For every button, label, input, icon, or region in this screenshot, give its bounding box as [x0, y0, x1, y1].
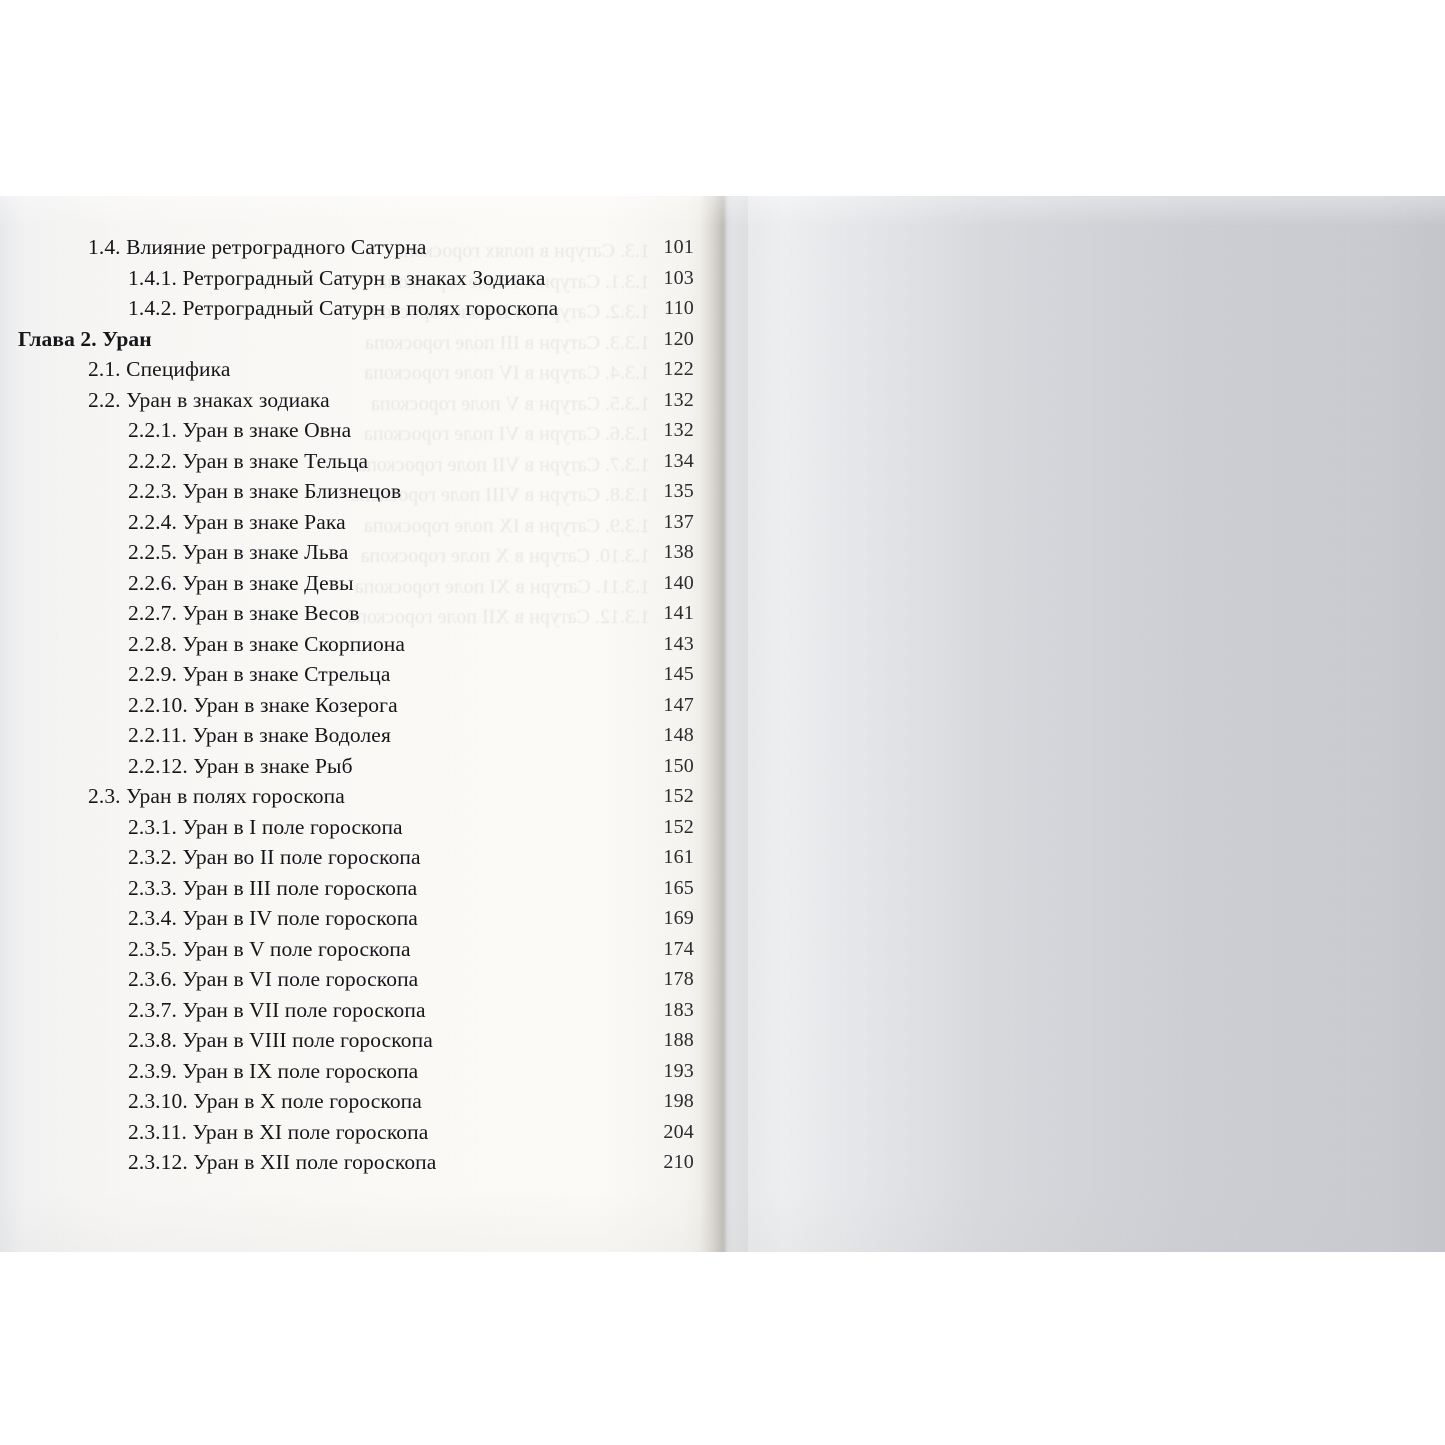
toc-entry-page-number: 169	[663, 907, 694, 929]
toc-entry-page-number: 141	[663, 602, 694, 624]
toc-entry-page-number: 165	[663, 876, 694, 899]
toc-entry-title: 2.3.5. Уран в V поле гороскопа	[128, 936, 411, 961]
toc-entry-title: 2.3.9. Уран в IX поле гороскопа	[128, 1058, 419, 1083]
toc-entry-title: 2.2.6. Уран в знаке Девы	[128, 570, 354, 595]
toc-entry-title: 1.4.1. Ретроградный Сатурн в знаках Зоди…	[128, 265, 546, 290]
toc-entry: 2.3.9. Уран в IX поле гороскопа 193	[0, 1056, 700, 1087]
toc-entry-page-number: 145	[663, 663, 694, 685]
toc-entry: 2.2. Уран в знаках зодиака 132	[0, 385, 700, 416]
toc-entry-title: 1.4.2. Ретроградный Сатурн в полях горос…	[128, 296, 559, 320]
toc-entry: 2.3.6. Уран в VI поле гороскопа 178	[0, 964, 700, 995]
toc-entry-page-number: 122	[663, 358, 694, 380]
toc-entry: 2.1. Специфика 122	[0, 354, 700, 385]
toc-entry-title: 2.2.3. Уран в знаке Близнецов	[128, 479, 402, 503]
toc-entry-title: 2.3.3. Уран в III поле гороскопа	[128, 875, 418, 900]
toc-entry-page-number: 132	[663, 388, 694, 411]
toc-entry: 1.4. Влияние ретроградного Сатурна 101	[0, 232, 700, 263]
toc-entry-title: 2.3.8. Уран в VIII поле гороскопа	[128, 1028, 433, 1052]
toc-entry-title: 2.3.6. Уран в VI поле гороскопа	[128, 967, 419, 991]
toc-entry-page-number: 150	[663, 754, 694, 777]
toc-entry: 2.2.8. Уран в знаке Скорпиона 143	[0, 629, 700, 660]
toc-entry: 2.3.8. Уран в VIII поле гороскопа 188	[0, 1025, 700, 1056]
toc-entry: 2.2.10. Уран в знаке Козерога 147	[0, 690, 700, 721]
toc-entry: 2.3.11. Уран в XI поле гороскопа 204	[0, 1117, 700, 1148]
toc-entry-page-number: 210	[663, 1151, 694, 1173]
toc-entry-page-number: 188	[663, 1029, 694, 1051]
toc-entry-page-number: 110	[664, 297, 694, 319]
toc-entry-title: 2.3.10. Уран в X поле гороскопа	[128, 1089, 422, 1113]
toc-entry: 2.3. Уран в полях гороскопа 152	[0, 781, 700, 812]
toc-entry-page-number: 204	[663, 1120, 694, 1143]
toc-list-left: 1.4. Влияние ретроградного Сатурна 101 1.4…	[0, 196, 700, 1252]
toc-entry-title: 2.2.4. Уран в знаке Рака	[128, 509, 346, 534]
toc-entry-page-number: 152	[663, 815, 694, 838]
toc-entry: 1.4.2. Ретроградный Сатурн в полях горос…	[0, 293, 700, 324]
toc-entry-title: Глава 2. Уран	[18, 326, 152, 351]
toc-entry-page-number: 174	[663, 937, 694, 960]
toc-entry: 2.2.3. Уран в знаке Близнецов 135	[0, 476, 700, 507]
toc-entry-title: 2.2.2. Уран в знаке Тельца	[128, 448, 369, 473]
toc-entry: 2.3.3. Уран в III поле гороскопа 165	[0, 873, 700, 904]
toc-entry: 2.3.12. Уран в XII поле гороскопа 210	[0, 1147, 700, 1178]
toc-entry: 2.2.12. Уран в знаке Рыб 150	[0, 751, 700, 782]
toc-chapter-entry: Глава 2. Уран 120	[0, 324, 700, 355]
toc-entry-title: 1.4. Влияние ретроградного Сатурна	[88, 235, 427, 259]
toc-entry: 2.2.1. Уран в знаке Овна 132	[0, 415, 700, 446]
toc-entry: 2.2.7. Уран в знаке Весов 141	[0, 598, 700, 629]
toc-entry-page-number: 198	[663, 1090, 694, 1112]
toc-entry-page-number: 103	[663, 266, 694, 289]
toc-entry-title: 2.3.12. Уран в XII поле гороскопа	[128, 1150, 437, 1174]
toc-entry-page-number: 143	[663, 632, 694, 655]
toc-entry: 2.2.2. Уран в знаке Тельца 134	[0, 446, 700, 477]
toc-entry-title: 2.2. Уран в знаках зодиака	[88, 387, 330, 412]
toc-entry-title: 2.3.1. Уран в I поле гороскопа	[128, 814, 403, 839]
toc-entry-page-number: 193	[663, 1059, 694, 1082]
toc-entry-title: 2.3.2. Уран во II поле гороскопа	[128, 845, 421, 869]
toc-entry: 2.2.6. Уран в знаке Девы 140	[0, 568, 700, 599]
toc-entry-title: 2.2.10. Уран в знаке Козерога	[128, 692, 398, 717]
toc-entry: 2.3.7. Уран в VII поле гороскопа 183	[0, 995, 700, 1026]
toc-entry-page-number: 137	[663, 510, 694, 533]
toc-entry-title: 2.2.11. Уран в знаке Водолея	[128, 723, 391, 747]
toc-entry-page-number: 135	[663, 480, 694, 502]
toc-entry: 1.4.1. Ретроградный Сатурн в знаках Зоди…	[0, 263, 700, 294]
toc-entry-title: 2.2.9. Уран в знаке Стрельца	[128, 662, 391, 686]
toc-entry-title: 2.3. Уран в полях гороскопа	[88, 784, 345, 808]
toc-entry: 2.3.5. Уран в V поле гороскопа 174	[0, 934, 700, 965]
toc-entry-page-number: 152	[663, 785, 694, 807]
toc-entry-page-number: 178	[663, 968, 694, 990]
toc-entry-title: 2.2.7. Уран в знаке Весов	[128, 601, 360, 625]
toc-entry-title: 2.2.5. Уран в знаке Льва	[128, 540, 349, 564]
toc-entry-page-number: 134	[663, 449, 694, 472]
right-page: ПредисловиеГлава 1. Сатурн1.1. Специфика…	[724, 196, 1445, 1252]
toc-entry: 2.3.4. Уран в IV поле гороскопа 169	[0, 903, 700, 934]
toc-entry-title: 2.3.7. Уран в VII поле гороскопа	[128, 997, 426, 1022]
toc-entry-page-number: 148	[663, 724, 694, 746]
toc-entry: 2.2.9. Уран в знаке Стрельца 145	[0, 659, 700, 690]
toc-entry-page-number: 183	[663, 998, 694, 1021]
toc-entry-page-number: 140	[663, 571, 694, 594]
toc-entry-title: 2.2.12. Уран в знаке Рыб	[128, 753, 353, 778]
toc-entry-title: 2.1. Специфика	[88, 357, 231, 381]
toc-entry-page-number: 120	[663, 327, 694, 350]
toc-entry-page-number: 101	[663, 236, 694, 258]
toc-entry: 2.3.10. Уран в X поле гороскопа 198	[0, 1086, 700, 1117]
toc-entry: 2.3.2. Уран во II поле гороскопа 161	[0, 842, 700, 873]
toc-entry: 2.2.11. Уран в знаке Водолея 148	[0, 720, 700, 751]
toc-entry-title: 2.3.4. Уран в IV поле гороскопа	[128, 906, 418, 930]
book-spread: 1.3. Сатурн в полях гороскопа 1.3.1. Сату…	[0, 196, 1445, 1252]
toc-entry: 2.2.4. Уран в знаке Рака 137	[0, 507, 700, 538]
toc-entry-page-number: 147	[663, 693, 694, 716]
toc-entry: 2.2.5. Уран в знаке Льва 138	[0, 537, 700, 568]
toc-entry-page-number: 138	[663, 541, 694, 563]
toc-entry-title: 2.2.8. Уран в знаке Скорпиона	[128, 631, 406, 656]
toc-entry-title: 2.2.1. Уран в знаке Овна	[128, 418, 352, 442]
left-page: 1.3. Сатурн в полях гороскопа 1.3.1. Сату…	[0, 196, 724, 1252]
toc-entry: 2.3.1. Уран в I поле гороскопа 152	[0, 812, 700, 843]
toc-entry-page-number: 132	[663, 419, 694, 441]
toc-entry-title: 2.3.11. Уран в XI поле гороскопа	[128, 1119, 429, 1144]
toc-entry-page-number: 161	[663, 846, 694, 868]
